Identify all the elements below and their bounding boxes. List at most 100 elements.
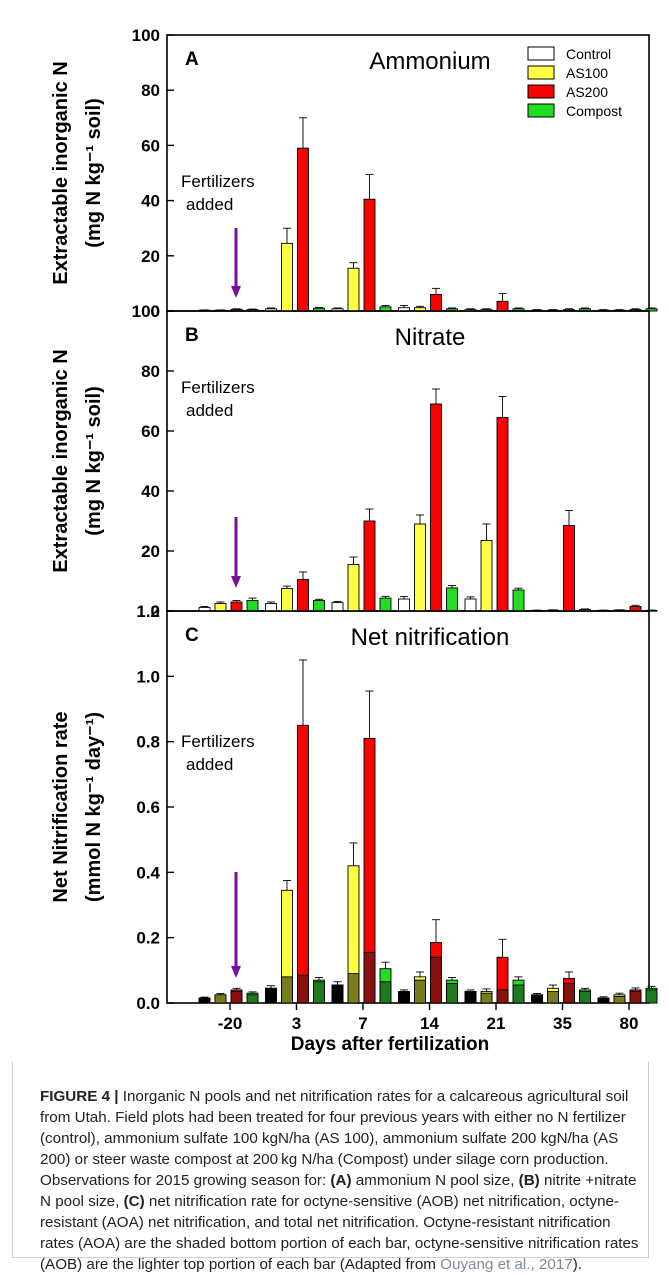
bars [198,117,658,312]
figure-caption: FIGURE 4 | Inorganic N pools and net nit… [40,1088,639,1273]
arrow-head [231,576,241,588]
bar-as200-day3 [297,147,309,312]
bar-aoa-as200-day-20 [230,991,243,1004]
y-tick-label: 60 [141,422,160,441]
legend-swatch [527,84,555,99]
bar-aoa-as200-day21 [496,989,509,1004]
y-tick-label: 1.2 [136,602,160,621]
plot-frame [166,610,650,1004]
y-tick-label: 1.0 [136,667,160,686]
bar-as100-day14 [414,523,426,612]
bar-control-day3 [265,603,277,612]
fertilizer-annotation: Fertilizers added [181,378,255,588]
bar-aoa-as100-day21 [480,992,493,1004]
x-axis: -20 3 7 14 21 35 80 Days after fertilization [218,1003,639,1055]
bar-as200-day14 [430,293,442,312]
bar-as200-day21 [496,300,509,312]
bar-aoa-as100-day14 [414,979,426,1004]
bar-aoa-compost-day-20 [246,994,259,1004]
x-tick-label: 80 [620,1014,639,1033]
bar-as100-day21 [480,540,493,612]
bar-aoa-compost-day7 [379,981,392,1004]
panel-letter: C [185,625,199,646]
y-axis-ticks: 0 20 40 60 80 100 [132,26,174,321]
y-axis-label-line2: (mg N kg⁻¹ soil) [83,98,105,247]
y-tick-label: 20 [141,247,160,266]
bar-aoa-control-day14 [398,991,410,1004]
bar-as200-day7 [363,198,376,312]
bar-aoa-as100-day80 [613,996,626,1004]
y-tick-label: 0 [151,302,160,321]
bar-as200-day21 [496,417,509,612]
caption-reference-link[interactable]: Ouyang et al., 2017 [440,1256,573,1273]
bar-aoa-compost-day21 [512,984,525,1004]
bar-compost-day-20 [246,600,259,612]
bar-as100-day7 [347,267,360,312]
y-axis-label-line1: Net Nitrification rate [50,711,72,902]
bar-as200-day35 [563,525,575,612]
bar-aoa-as200-day3 [297,974,309,1004]
panel-title: Nitrate [395,324,466,351]
annotation-line1: Fertilizers [181,378,255,397]
bar-aoa-as100-day3 [281,976,293,1004]
y-axis-label-line2: (mmol N kg⁻¹ day⁻¹) [83,712,105,902]
y-axis-ticks: 0 20 40 60 80 100 [132,302,174,621]
bar-as200-day3 [297,579,309,612]
caption-label: FIGURE 4 | [40,1088,119,1105]
panel-title: Ammonium [369,48,490,75]
y-tick-label: 0.2 [136,929,160,948]
bar-compost-day14 [446,587,458,612]
bar-aoa-compost-day35 [579,991,591,1004]
legend-swatch [527,103,555,118]
bar-aoa-as100-day7 [347,973,360,1004]
y-tick-label: 80 [141,81,160,100]
x-tick-label: 7 [358,1014,367,1033]
x-tick-label: 14 [420,1014,439,1033]
x-tick-label: -20 [218,1014,243,1033]
y-tick-label: 0.8 [136,733,160,752]
bar-aoa-compost-day80 [645,989,658,1004]
y-tick-label: 20 [141,542,160,561]
bar-compost-day21 [512,589,525,612]
legend-swatch [527,65,555,80]
caption-frame [12,1062,649,1258]
bar-aoa-control-day80 [597,997,610,1004]
bar-aoa-as100-day-20 [214,994,227,1004]
x-tick-label: 35 [553,1014,572,1033]
legend-swatch [527,46,555,61]
fertilizer-annotation: Fertilizers added [181,732,255,978]
y-axis-ticks: 0.0 0.2 0.4 0.6 0.8 1.0 1.2 [136,602,174,1013]
y-axis-label-line2: (mg N kg⁻¹ soil) [83,386,105,535]
x-tick-label: 21 [487,1014,506,1033]
legend: Control AS100 AS200 Compost [527,46,622,119]
bar-compost-day3 [313,600,325,612]
annotation-line1: Fertilizers [181,732,255,751]
y-tick-label: 60 [141,136,160,155]
annotation-line2: added [186,195,233,214]
y-tick-label: 0 [151,602,160,621]
y-tick-label: 100 [132,26,160,45]
annotation-line1: Fertilizers [181,172,255,191]
annotation-line2: added [186,755,233,774]
y-tick-label: 0.6 [136,798,160,817]
bar-aoa-control-day3 [265,987,277,1004]
arrow-head [231,966,241,978]
fertilizer-annotation: Fertilizers added [181,172,255,298]
bar-as100-day7 [347,564,360,612]
bar-control-day14 [398,598,410,612]
panel-letter: A [185,49,199,70]
bar-aoa-as200-day80 [629,991,642,1004]
annotation-line2: added [186,401,233,420]
panel-B: 0 20 40 60 80 100 Extractable inorganic N (mg N… [50,302,658,621]
bars [198,659,658,1004]
bar-aoa-control-day-20 [198,997,211,1004]
bar-aoa-as100-day35 [547,991,559,1004]
panel-letter: B [185,325,199,346]
bar-as100-day-20 [214,603,227,612]
x-tick-label: 3 [292,1014,301,1033]
bars [198,388,658,612]
bar-aoa-as200-day35 [563,982,575,1004]
bar-aoa-control-day7 [331,984,344,1004]
bar-compost-day7 [379,597,392,612]
bar-aoa-as200-day14 [430,956,442,1004]
